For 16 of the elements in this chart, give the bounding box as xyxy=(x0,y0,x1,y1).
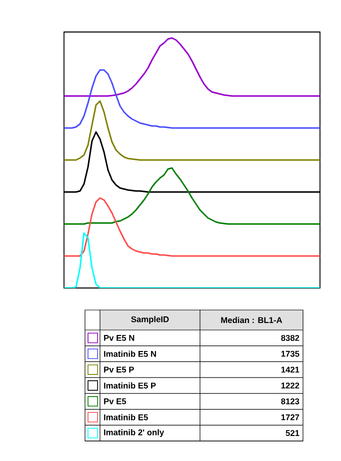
text: 1727 xyxy=(281,414,300,420)
legend-label: Imatinib E5 xyxy=(104,414,148,420)
legend-label: Pv E5 xyxy=(104,398,126,404)
legend-title: SampleID xyxy=(131,316,169,324)
legend-label: Pv E5 P xyxy=(104,366,134,373)
legend-label: Imatinib 2' only xyxy=(104,429,164,437)
text: 1735 xyxy=(281,350,300,357)
text: Median : BL1-A xyxy=(221,316,282,324)
text: 521 xyxy=(286,430,300,436)
text: 1222 xyxy=(281,382,300,388)
text: 8123 xyxy=(281,398,300,404)
text: 1421 xyxy=(281,366,300,373)
legend-label: Pv E5 N xyxy=(104,335,134,341)
legend-label: Imatinib E5 N xyxy=(104,350,156,357)
text: 8382 xyxy=(281,334,300,341)
legend-label: Imatinib E5 P xyxy=(104,382,156,389)
